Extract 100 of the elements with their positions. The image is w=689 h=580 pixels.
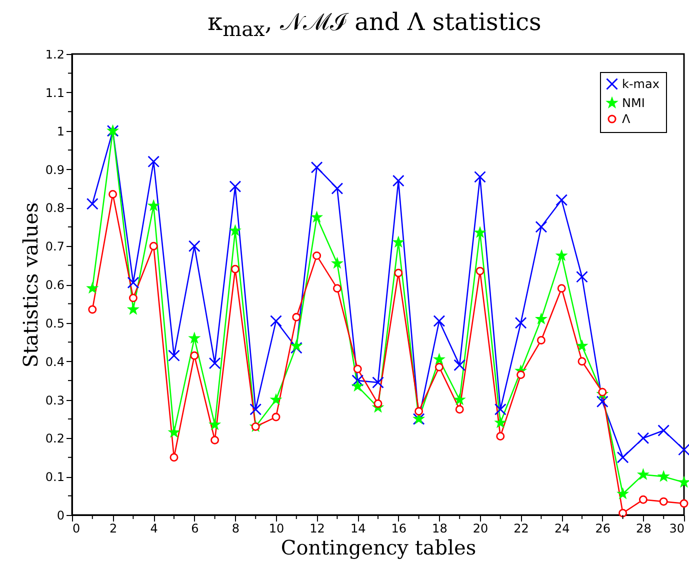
point — [149, 242, 158, 250]
y-tick-label: 0.3 — [45, 393, 64, 408]
point — [88, 305, 97, 314]
legend-label: k-max — [622, 77, 660, 91]
x-tick-label: 16 — [391, 522, 407, 536]
point — [229, 180, 242, 192]
x-axis-title: Contingency tables — [280, 536, 476, 560]
point — [514, 316, 527, 329]
point — [312, 251, 322, 260]
point — [312, 212, 322, 222]
x-tick-label: 6 — [191, 522, 199, 536]
x-tick-label: 24 — [554, 522, 570, 536]
point — [128, 304, 138, 314]
point — [168, 350, 180, 362]
point — [372, 376, 384, 388]
y-tick-label: 1 — [56, 124, 64, 138]
point — [618, 508, 628, 518]
y-tick-label: 0.1 — [45, 470, 64, 484]
point — [494, 403, 506, 416]
point — [578, 357, 586, 366]
point — [680, 499, 688, 508]
point — [108, 190, 118, 198]
x-tick-label: 2 — [109, 522, 118, 536]
point — [374, 399, 382, 408]
y-tick-label: 1.1 — [45, 86, 64, 100]
point — [190, 351, 199, 360]
point — [454, 394, 465, 404]
point — [352, 381, 363, 391]
point — [352, 374, 364, 386]
point — [455, 405, 464, 414]
point — [86, 198, 98, 210]
x-tick-label: 10 — [268, 522, 284, 536]
point — [576, 270, 588, 283]
x-tick-label: 30 — [669, 522, 684, 536]
point — [148, 200, 159, 210]
x-tick-label: 12 — [310, 522, 325, 536]
point — [393, 237, 404, 247]
point — [332, 258, 342, 268]
point — [476, 266, 484, 276]
point — [596, 396, 608, 408]
point — [557, 284, 566, 293]
point — [454, 359, 466, 372]
point — [148, 156, 160, 168]
point — [128, 294, 138, 302]
point — [434, 354, 444, 364]
point — [291, 340, 302, 350]
point — [536, 336, 546, 344]
point — [535, 220, 548, 233]
point — [310, 161, 323, 174]
point — [616, 451, 629, 464]
y-tick-label: 0.7 — [45, 240, 64, 254]
x-tick-label: 22 — [514, 522, 529, 536]
point — [189, 333, 200, 343]
y-tick-label: 0.6 — [45, 278, 64, 292]
y-tick-label: 0.5 — [45, 316, 64, 330]
point — [331, 182, 344, 194]
y-axis-title: Statistics values — [18, 202, 42, 368]
point — [577, 340, 587, 350]
point — [659, 497, 668, 506]
point — [536, 314, 546, 324]
y-tick-label: 0.2 — [45, 432, 64, 446]
point — [208, 357, 221, 370]
point — [618, 488, 628, 498]
point — [170, 453, 178, 462]
point — [188, 240, 200, 252]
legend-label: Λ — [622, 112, 631, 126]
point — [638, 495, 648, 504]
point — [270, 315, 282, 327]
point — [495, 418, 506, 428]
point — [250, 403, 262, 416]
x-tick-label: 8 — [232, 522, 240, 536]
x-tick-label: 4 — [150, 522, 158, 536]
y-tick-label: 0.9 — [45, 162, 64, 177]
chart-title: κ$_{max}$, 𝒩ℳℐ and Λ statistics — [208, 8, 542, 41]
x-tick-label: 0 — [72, 522, 80, 536]
point — [679, 477, 689, 487]
point — [474, 170, 486, 183]
point — [433, 315, 446, 327]
x-tick-label: 20 — [472, 522, 488, 536]
point — [637, 432, 650, 444]
point — [332, 284, 342, 293]
point — [353, 364, 362, 374]
point — [556, 250, 567, 260]
point — [127, 276, 140, 289]
point — [414, 407, 424, 416]
point — [496, 432, 505, 440]
point — [638, 469, 648, 479]
point — [392, 174, 404, 187]
point — [678, 444, 689, 456]
point — [210, 420, 220, 430]
point — [475, 227, 485, 237]
y-tick-label: 0 — [56, 508, 64, 522]
y-tick-label: 0.8 — [45, 201, 64, 216]
point — [87, 283, 98, 293]
x-tick-label: 18 — [432, 522, 448, 536]
y-tick-label: 0.4 — [45, 354, 64, 369]
point — [230, 226, 240, 236]
x-tick-label: 14 — [350, 522, 366, 536]
point — [434, 362, 444, 372]
point — [658, 471, 669, 481]
